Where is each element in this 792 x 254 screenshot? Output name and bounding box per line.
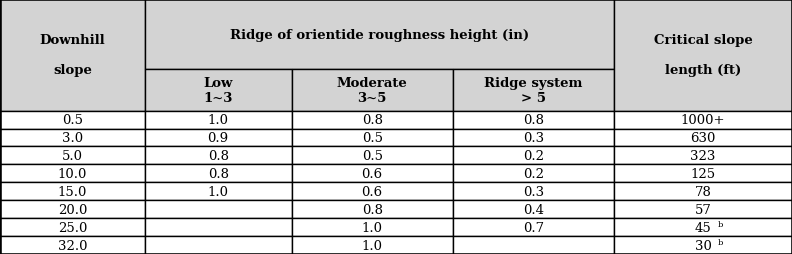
Text: Moderate
3~5: Moderate 3~5: [337, 77, 408, 105]
Text: 5.0: 5.0: [62, 149, 83, 162]
Bar: [0, 200, 145, 218]
Text: Ridge of orientide roughness height (in): Ridge of orientide roughness height (in): [230, 29, 529, 42]
Text: b: b: [718, 220, 723, 228]
Text: 0.2: 0.2: [523, 167, 544, 180]
Bar: [145, 129, 291, 147]
Bar: [291, 111, 453, 129]
Bar: [291, 70, 453, 111]
Text: 1.0: 1.0: [208, 114, 229, 126]
Text: 1.0: 1.0: [208, 185, 229, 198]
Text: 0.8: 0.8: [208, 167, 229, 180]
Bar: [291, 236, 453, 254]
Bar: [453, 218, 614, 236]
Text: 0.3: 0.3: [523, 185, 544, 198]
Text: 0.8: 0.8: [362, 114, 383, 126]
Text: 0.3: 0.3: [523, 132, 544, 145]
Bar: [0, 165, 145, 183]
Bar: [145, 236, 291, 254]
Bar: [0, 183, 145, 200]
Bar: [453, 165, 614, 183]
Bar: [453, 70, 614, 111]
Text: b: b: [718, 238, 723, 246]
Text: 3.0: 3.0: [62, 132, 83, 145]
Bar: [453, 147, 614, 165]
Text: 1.0: 1.0: [362, 221, 383, 234]
Bar: [291, 147, 453, 165]
Bar: [291, 183, 453, 200]
Bar: [614, 147, 792, 165]
Bar: [453, 236, 614, 254]
Bar: [291, 200, 453, 218]
Bar: [614, 165, 792, 183]
Text: 0.6: 0.6: [362, 167, 383, 180]
Text: 0.8: 0.8: [208, 149, 229, 162]
Bar: [614, 236, 792, 254]
Text: Downhill

slope: Downhill slope: [40, 34, 105, 77]
Bar: [614, 0, 792, 111]
Bar: [614, 183, 792, 200]
Text: 1.0: 1.0: [362, 239, 383, 251]
Text: 0.2: 0.2: [523, 149, 544, 162]
Text: 78: 78: [695, 185, 711, 198]
Text: 125: 125: [691, 167, 716, 180]
Bar: [0, 147, 145, 165]
Bar: [291, 218, 453, 236]
Text: 30: 30: [695, 239, 711, 251]
Text: 0.8: 0.8: [362, 203, 383, 216]
Text: Low
1~3: Low 1~3: [204, 77, 233, 105]
Text: 25.0: 25.0: [58, 221, 87, 234]
Bar: [145, 183, 291, 200]
Text: 15.0: 15.0: [58, 185, 87, 198]
Bar: [291, 129, 453, 147]
Text: 630: 630: [691, 132, 716, 145]
Text: 0.5: 0.5: [362, 132, 383, 145]
Text: 0.7: 0.7: [523, 221, 544, 234]
Text: 45: 45: [695, 221, 711, 234]
Text: 1000+: 1000+: [681, 114, 725, 126]
Text: 57: 57: [695, 203, 711, 216]
Bar: [145, 70, 291, 111]
Bar: [453, 129, 614, 147]
Bar: [0, 0, 145, 111]
Text: 0.6: 0.6: [362, 185, 383, 198]
Bar: [614, 218, 792, 236]
Bar: [145, 218, 291, 236]
Bar: [0, 218, 145, 236]
Bar: [453, 183, 614, 200]
Text: Ridge system
> 5: Ridge system > 5: [485, 77, 583, 105]
Text: 32.0: 32.0: [58, 239, 87, 251]
Bar: [0, 236, 145, 254]
Bar: [614, 111, 792, 129]
Text: 10.0: 10.0: [58, 167, 87, 180]
Bar: [0, 129, 145, 147]
Text: 0.5: 0.5: [362, 149, 383, 162]
Text: 20.0: 20.0: [58, 203, 87, 216]
Text: 0.5: 0.5: [62, 114, 83, 126]
Bar: [453, 200, 614, 218]
Bar: [291, 165, 453, 183]
Text: 0.8: 0.8: [523, 114, 544, 126]
Bar: [145, 200, 291, 218]
Text: 0.9: 0.9: [208, 132, 229, 145]
Bar: [453, 111, 614, 129]
Bar: [145, 147, 291, 165]
Bar: [145, 165, 291, 183]
Bar: [614, 200, 792, 218]
Bar: [0, 111, 145, 129]
Bar: [614, 129, 792, 147]
Bar: [145, 0, 614, 70]
Text: 323: 323: [691, 149, 716, 162]
Text: Critical slope

length (ft): Critical slope length (ft): [653, 34, 752, 77]
Bar: [145, 111, 291, 129]
Text: 0.4: 0.4: [523, 203, 544, 216]
